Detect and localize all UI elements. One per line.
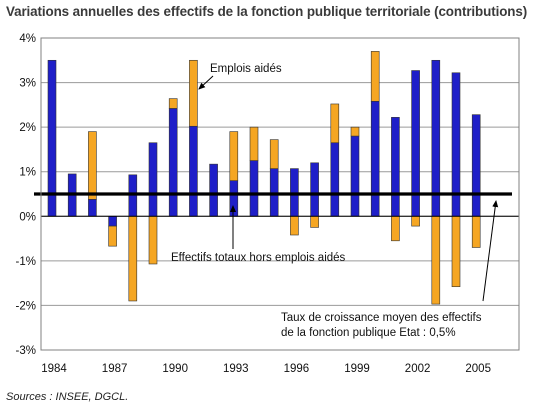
arrow-reference-line <box>482 200 499 302</box>
bar-emplois-aides <box>128 215 138 302</box>
bar-emplois-aides <box>229 131 239 181</box>
bar-effectifs-hors-emplois-aides <box>310 162 319 217</box>
bar-effectifs-hors-emplois-aides <box>249 160 259 217</box>
x-tick-label: 2005 <box>465 363 491 375</box>
x-tick-label: 1984 <box>41 363 67 375</box>
x-tick-label: 1996 <box>284 363 310 375</box>
x-tick-label: 1993 <box>223 363 249 375</box>
bar-emplois-aides <box>330 103 340 144</box>
y-axis-ticks: -3% -2% -1% 0% 1% 2% 3% 4% <box>16 33 36 357</box>
y-tick-label: 0% <box>19 211 36 223</box>
bar-effectifs-hors-emplois-aides <box>88 199 97 217</box>
bar-emplois-aides <box>391 215 400 242</box>
annotation-emplois-aides: Emplois aidés <box>210 63 282 75</box>
bar-effectifs-hors-emplois-aides <box>209 163 218 217</box>
source-note: Sources : INSEE, DGCL. <box>6 391 129 403</box>
y-tick-label: -3% <box>16 345 36 357</box>
bars <box>47 51 481 305</box>
bar-effectifs-hors-emplois-aides <box>330 142 340 217</box>
bar-effectifs-hors-emplois-aides <box>168 108 178 217</box>
x-tick-label: 1990 <box>162 363 188 375</box>
bar-effectifs-hors-emplois-aides <box>189 125 198 217</box>
annotation-reference-line-1: Taux de croissance moyen des effectifs <box>281 312 482 324</box>
bar-emplois-aides <box>108 225 117 247</box>
bar-emplois-aides <box>431 215 441 305</box>
y-tick-label: 3% <box>19 78 36 90</box>
x-tick-label: 2002 <box>405 363 431 375</box>
arrow-emplois-aides <box>198 75 214 90</box>
bar-effectifs-hors-emplois-aides <box>350 135 360 217</box>
x-tick-label: 1999 <box>344 363 370 375</box>
bar-effectifs-hors-emplois-aides <box>108 215 117 227</box>
bar-emplois-aides <box>411 215 420 227</box>
x-axis-ticks: 1984 1987 1990 1993 1996 1999 2002 2005 <box>41 363 491 375</box>
bar-emplois-aides <box>451 215 461 288</box>
y-tick-label: 4% <box>19 33 36 45</box>
x-tick-label: 1987 <box>102 363 128 375</box>
y-tick-label: 1% <box>19 167 36 179</box>
bar-effectifs-hors-emplois-aides <box>229 180 239 217</box>
bar-emplois-aides <box>350 126 360 137</box>
bar-emplois-aides <box>471 215 481 248</box>
bar-emplois-aides <box>249 126 259 161</box>
bar-effectifs-hors-emplois-aides <box>471 114 481 217</box>
bar-effectifs-hors-emplois-aides <box>391 117 400 217</box>
bar-emplois-aides <box>168 98 178 109</box>
bar-emplois-aides <box>269 139 279 169</box>
y-tick-label: 2% <box>19 122 36 134</box>
annotation-reference-line-2: de la fonction publique Etat : 0,5% <box>281 327 456 339</box>
y-tick-label: -2% <box>16 300 36 312</box>
bar-emplois-aides <box>88 131 97 200</box>
y-tick-label: -1% <box>16 256 36 268</box>
bar-emplois-aides <box>290 215 299 236</box>
annotation-effectifs-totaux: Effectifs totaux hors emplois aidés <box>171 252 346 264</box>
bar-emplois-aides <box>310 215 319 228</box>
bar-emplois-aides <box>189 59 198 127</box>
bar-effectifs-hors-emplois-aides <box>370 100 380 217</box>
bar-emplois-aides <box>370 51 380 102</box>
bar-emplois-aides <box>148 215 158 265</box>
bar-effectifs-hors-emplois-aides <box>148 142 158 217</box>
plot-frame <box>40 37 520 351</box>
chart-title: Variations annuelles des effectifs de la… <box>6 4 528 19</box>
